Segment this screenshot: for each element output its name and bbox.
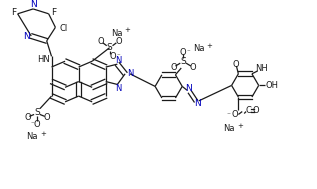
Text: ⁻: ⁻ (227, 110, 231, 119)
Text: Cl: Cl (60, 24, 68, 33)
Text: O: O (98, 37, 104, 46)
Text: ⁻: ⁻ (30, 121, 34, 127)
Text: O: O (24, 113, 31, 122)
Text: S: S (107, 43, 113, 52)
Text: O: O (115, 37, 122, 46)
Text: +: + (124, 27, 130, 33)
Text: S: S (34, 108, 40, 117)
Text: Na: Na (26, 132, 38, 141)
Text: S: S (180, 57, 186, 66)
Text: O: O (252, 106, 259, 115)
Text: O: O (34, 120, 40, 129)
Text: N: N (30, 0, 36, 9)
Text: N: N (194, 99, 201, 108)
Text: N: N (115, 56, 121, 65)
Text: O: O (190, 63, 196, 71)
Text: F: F (51, 8, 56, 17)
Text: O: O (232, 60, 239, 69)
Text: O: O (231, 110, 238, 119)
Text: N: N (127, 69, 133, 78)
Text: ⁻: ⁻ (186, 50, 190, 56)
Text: HN: HN (37, 55, 50, 64)
Text: OH: OH (266, 81, 279, 90)
Text: O: O (180, 48, 186, 57)
Text: Na: Na (223, 125, 235, 133)
Text: Na: Na (193, 44, 204, 53)
Text: Na: Na (112, 29, 123, 38)
Text: +: + (206, 43, 212, 49)
Text: O: O (43, 113, 50, 122)
Text: C: C (245, 106, 251, 115)
Text: O: O (109, 52, 116, 61)
Text: N: N (23, 32, 30, 41)
Text: ⁻: ⁻ (116, 53, 120, 59)
Text: NH: NH (255, 64, 268, 74)
Text: N: N (115, 84, 121, 93)
Text: O: O (170, 63, 177, 71)
Text: F: F (11, 8, 16, 17)
Text: N: N (186, 84, 192, 93)
Text: +: + (40, 131, 46, 137)
Text: +: + (237, 123, 243, 129)
